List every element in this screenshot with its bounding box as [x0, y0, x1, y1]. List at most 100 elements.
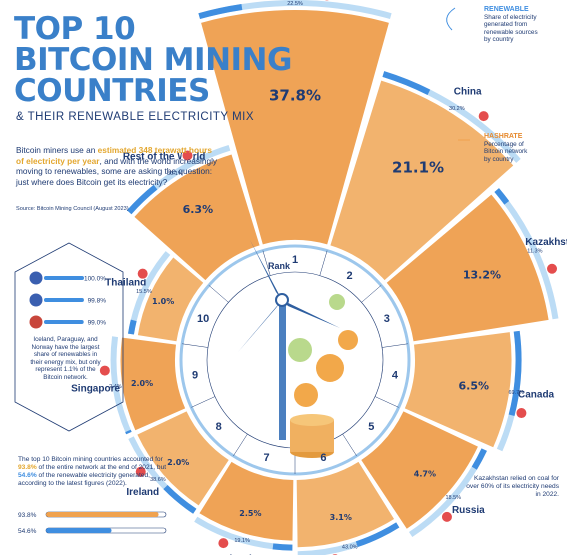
country-label: Singapore — [71, 384, 120, 395]
renewable-arc — [508, 330, 522, 417]
iceland-note: Iceland, Paraguay, and Norway have the l… — [30, 336, 101, 381]
country-flag-icon — [440, 510, 453, 523]
turbine-blade — [250, 240, 282, 300]
renewable-arc — [382, 71, 431, 95]
country-label: China — [454, 86, 482, 97]
comparison-bar-label: 54.6% — [18, 528, 37, 535]
rank-divider — [319, 250, 328, 276]
note-text: of the entire network at the end of 2021… — [36, 464, 167, 471]
country-flag-icon — [136, 267, 149, 280]
hashrate-value-label: 4.7% — [414, 470, 436, 479]
iceland-bar-label: 99.8% — [88, 298, 107, 305]
note-highlight: 54.6% — [18, 472, 37, 479]
country-label: Russia — [452, 505, 485, 516]
intro-text: , and with the world increasingly moving… — [16, 155, 218, 187]
renewable-value-label: 19.1% — [234, 538, 250, 544]
rank-number: 4 — [392, 369, 399, 381]
intro-paragraph: Bitcoin miners use an estimated 348 tera… — [16, 145, 221, 187]
bottom-note: The top 10 Bitcoin mining countries acco… — [18, 456, 168, 488]
renewable-arc — [163, 484, 197, 514]
renewable-value-label: 43.0% — [342, 544, 358, 550]
bottom-comparison-bars: 93.8% 54.6% — [18, 511, 167, 535]
title-line: COUNTRIES — [14, 73, 210, 109]
norway-flag — [29, 315, 43, 329]
rank-divider — [361, 285, 382, 303]
green-orb — [288, 338, 312, 362]
rank-number: 6 — [320, 452, 326, 464]
paraguay-flag — [29, 293, 43, 307]
hashrate-sector — [404, 332, 512, 448]
renewable-value-label: 30.1% — [167, 171, 183, 177]
hashrate-sector — [137, 411, 229, 506]
iceland-bar-label: 99.0% — [88, 320, 107, 327]
renewable-value-label: 18.5% — [445, 495, 461, 501]
hashrate-value-label: 2.5% — [239, 509, 261, 518]
intro-text: Bitcoin miners use an — [16, 145, 98, 155]
renewable-value-label: 38.6% — [150, 477, 166, 483]
rank-number: 5 — [368, 421, 374, 433]
hashrate-legend-line: Percentage of — [484, 140, 524, 148]
hashrate-value-label: 1.0% — [152, 297, 174, 306]
renewable-arc — [494, 188, 510, 205]
renewable-value-label: 2.4% — [109, 384, 122, 390]
iceland-bar — [44, 298, 84, 302]
note-text: of the renewable electricity generated, … — [18, 472, 150, 487]
rank-divider — [382, 343, 408, 348]
title-line: BITCOIN MINING — [14, 42, 292, 78]
renewable-arc — [471, 448, 487, 470]
hashrate-value-label: 6.3% — [183, 203, 214, 216]
hashrate-value-label: 2.0% — [131, 379, 153, 388]
note-text: The top 10 Bitcoin mining countries acco… — [18, 456, 163, 463]
country-flag-icon — [98, 364, 111, 377]
rank-divider — [233, 433, 248, 457]
renewable-legend: RENEWABLE Share of electricity generated… — [484, 6, 538, 44]
renewable-arc — [272, 543, 293, 551]
rank-divider — [342, 433, 357, 457]
rank-label: Rank — [268, 261, 291, 271]
country-flag-icon — [515, 407, 528, 420]
renewable-value-label: 69.7% — [508, 390, 524, 396]
country-flag-icon — [477, 110, 490, 123]
hashrate-sector — [120, 337, 186, 431]
renewable-arc — [125, 429, 132, 435]
renewable-value-label: 11.3% — [527, 248, 542, 254]
page-title: TOP 10 BITCOIN MINING COUNTRIES — [14, 14, 292, 107]
turbine-blade — [282, 300, 340, 328]
country-flag-icon — [323, 0, 331, 2]
country-label: Thailand — [105, 278, 146, 289]
renewable-arc — [127, 319, 137, 335]
rank-divider — [208, 285, 229, 303]
hashrate-sectors — [120, 9, 549, 548]
renewable-legend-title: RENEWABLE — [484, 6, 529, 13]
renewable-track — [110, 336, 132, 435]
bitcoin-coin-icon — [338, 330, 358, 350]
title-line: TOP 10 — [14, 11, 136, 47]
iceland-bars: 100.0% 99.8% 99.0% — [29, 271, 107, 329]
hashrate-value-label: 37.8% — [269, 87, 321, 105]
hashrate-value-label: 2.0% — [167, 458, 189, 467]
rank-divider — [191, 396, 216, 408]
renewable-value-label: 22.5% — [287, 1, 303, 7]
note-highlight: 93.8% — [18, 464, 37, 471]
hashrate-value-label: 21.1% — [392, 159, 444, 177]
country-label: Ireland — [126, 487, 159, 498]
country-label: Kazakhstan — [525, 237, 567, 248]
rank-number: 1 — [292, 254, 298, 266]
green-orb — [329, 294, 345, 310]
kazakhstan-note: Kazakhstan relied on coal for over 60% o… — [466, 475, 559, 498]
iceland-bar — [44, 320, 84, 324]
hashrate-legend-line: Bitcoin network — [484, 148, 528, 156]
renewable-arc — [355, 522, 400, 548]
iceland-bar-label: 100.0% — [84, 276, 106, 283]
hashrate-legend-title: HASHRATE — [484, 133, 523, 140]
coin-stack — [290, 414, 334, 426]
rank-number: 3 — [384, 313, 390, 325]
country-flag-icon — [134, 465, 147, 478]
comparison-bar-label: 93.8% — [18, 512, 37, 519]
renewable-callout-arrow — [446, 7, 456, 31]
rank-number: 10 — [197, 313, 209, 325]
country-flag-icon — [217, 537, 230, 550]
renewable-arc — [198, 4, 243, 19]
page-subtitle: & THEIR RENEWABLE ELECTRICITY MIX — [16, 111, 255, 123]
intro-highlight: estimated 348 terawatt hours of electric… — [16, 145, 212, 166]
